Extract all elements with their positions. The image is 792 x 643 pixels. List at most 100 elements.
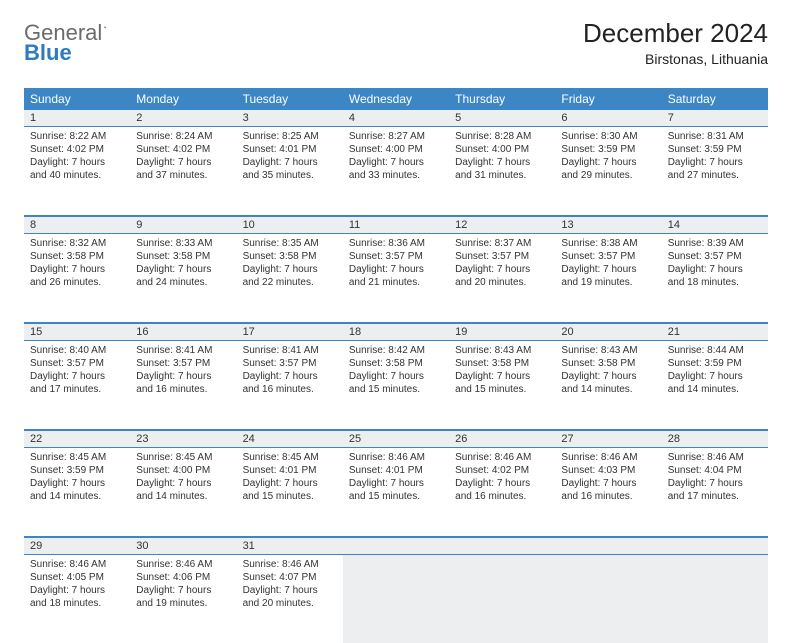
week-row: Sunrise: 8:46 AMSunset: 4:05 PMDaylight:… — [24, 555, 768, 643]
daylight-text-2: and 16 minutes. — [455, 490, 549, 503]
daylight-text-2: and 15 minutes. — [243, 490, 337, 503]
sunrise-text: Sunrise: 8:36 AM — [349, 237, 443, 250]
daylight-text-2: and 35 minutes. — [243, 169, 337, 182]
day-cell-empty — [662, 555, 768, 643]
dow-wednesday: Wednesday — [343, 88, 449, 110]
sunrise-text: Sunrise: 8:46 AM — [243, 558, 337, 571]
day-cell: Sunrise: 8:42 AMSunset: 3:58 PMDaylight:… — [343, 341, 449, 429]
sunrise-text: Sunrise: 8:43 AM — [455, 344, 549, 357]
sail-icon — [104, 18, 107, 36]
daylight-text-2: and 20 minutes. — [455, 276, 549, 289]
day-cell: Sunrise: 8:46 AMSunset: 4:02 PMDaylight:… — [449, 448, 555, 536]
day-number: 3 — [237, 110, 343, 126]
sunrise-text: Sunrise: 8:40 AM — [30, 344, 124, 357]
location-subtitle: Birstonas, Lithuania — [583, 51, 768, 67]
day-of-week-header: Sunday Monday Tuesday Wednesday Thursday… — [24, 88, 768, 110]
day-cell: Sunrise: 8:43 AMSunset: 3:58 PMDaylight:… — [449, 341, 555, 429]
daylight-text-2: and 14 minutes. — [561, 383, 655, 396]
sunset-text: Sunset: 3:57 PM — [30, 357, 124, 370]
sunrise-text: Sunrise: 8:35 AM — [243, 237, 337, 250]
sunset-text: Sunset: 4:01 PM — [243, 143, 337, 156]
daylight-text-1: Daylight: 7 hours — [30, 584, 124, 597]
daylight-text-2: and 27 minutes. — [668, 169, 762, 182]
sunrise-text: Sunrise: 8:28 AM — [455, 130, 549, 143]
day-number: 21 — [662, 324, 768, 340]
calendar-page: General December 2024 Birstonas, Lithuan… — [0, 0, 792, 612]
day-cell-empty — [555, 555, 661, 643]
daylight-text-2: and 16 minutes. — [243, 383, 337, 396]
sunrise-text: Sunrise: 8:37 AM — [455, 237, 549, 250]
day-number: 25 — [343, 431, 449, 447]
daylight-text-2: and 22 minutes. — [243, 276, 337, 289]
day-cell: Sunrise: 8:35 AMSunset: 3:58 PMDaylight:… — [237, 234, 343, 322]
daylight-text-2: and 19 minutes. — [136, 597, 230, 610]
day-number: 28 — [662, 431, 768, 447]
day-cell: Sunrise: 8:36 AMSunset: 3:57 PMDaylight:… — [343, 234, 449, 322]
sunset-text: Sunset: 4:07 PM — [243, 571, 337, 584]
daylight-text-1: Daylight: 7 hours — [243, 263, 337, 276]
sunrise-text: Sunrise: 8:44 AM — [668, 344, 762, 357]
day-number: 7 — [662, 110, 768, 126]
sunset-text: Sunset: 4:05 PM — [30, 571, 124, 584]
sunrise-text: Sunrise: 8:33 AM — [136, 237, 230, 250]
daylight-text-1: Daylight: 7 hours — [455, 477, 549, 490]
day-number — [343, 538, 449, 554]
day-cell: Sunrise: 8:28 AMSunset: 4:00 PMDaylight:… — [449, 127, 555, 215]
sunrise-text: Sunrise: 8:45 AM — [136, 451, 230, 464]
sunrise-text: Sunrise: 8:25 AM — [243, 130, 337, 143]
sunset-text: Sunset: 4:06 PM — [136, 571, 230, 584]
week-row: Sunrise: 8:40 AMSunset: 3:57 PMDaylight:… — [24, 341, 768, 431]
day-cell: Sunrise: 8:22 AMSunset: 4:02 PMDaylight:… — [24, 127, 130, 215]
day-number: 19 — [449, 324, 555, 340]
day-cell: Sunrise: 8:41 AMSunset: 3:57 PMDaylight:… — [237, 341, 343, 429]
day-cell: Sunrise: 8:46 AMSunset: 4:05 PMDaylight:… — [24, 555, 130, 643]
week-number-row: 22232425262728 — [24, 431, 768, 448]
week-number-row: 293031 — [24, 538, 768, 555]
daylight-text-1: Daylight: 7 hours — [136, 156, 230, 169]
day-cell: Sunrise: 8:38 AMSunset: 3:57 PMDaylight:… — [555, 234, 661, 322]
day-number — [449, 538, 555, 554]
daylight-text-2: and 14 minutes. — [668, 383, 762, 396]
sunset-text: Sunset: 3:57 PM — [136, 357, 230, 370]
sunset-text: Sunset: 4:04 PM — [668, 464, 762, 477]
daylight-text-1: Daylight: 7 hours — [243, 584, 337, 597]
daylight-text-1: Daylight: 7 hours — [668, 370, 762, 383]
week-number-row: 891011121314 — [24, 217, 768, 234]
daylight-text-1: Daylight: 7 hours — [561, 370, 655, 383]
header: General December 2024 Birstonas, Lithuan… — [24, 18, 768, 78]
sunrise-text: Sunrise: 8:43 AM — [561, 344, 655, 357]
day-number: 2 — [130, 110, 236, 126]
sunrise-text: Sunrise: 8:46 AM — [668, 451, 762, 464]
daylight-text-2: and 29 minutes. — [561, 169, 655, 182]
daylight-text-2: and 40 minutes. — [30, 169, 124, 182]
sunset-text: Sunset: 4:02 PM — [455, 464, 549, 477]
day-cell: Sunrise: 8:39 AMSunset: 3:57 PMDaylight:… — [662, 234, 768, 322]
day-cell: Sunrise: 8:44 AMSunset: 3:59 PMDaylight:… — [662, 341, 768, 429]
daylight-text-2: and 24 minutes. — [136, 276, 230, 289]
day-number: 12 — [449, 217, 555, 233]
daylight-text-1: Daylight: 7 hours — [561, 156, 655, 169]
sunset-text: Sunset: 3:58 PM — [349, 357, 443, 370]
day-number: 18 — [343, 324, 449, 340]
sunset-text: Sunset: 4:00 PM — [136, 464, 230, 477]
sunset-text: Sunset: 3:58 PM — [243, 250, 337, 263]
week-row: Sunrise: 8:22 AMSunset: 4:02 PMDaylight:… — [24, 127, 768, 217]
sunrise-text: Sunrise: 8:39 AM — [668, 237, 762, 250]
brand-word2: Blue — [24, 40, 72, 65]
sunset-text: Sunset: 3:58 PM — [561, 357, 655, 370]
dow-sunday: Sunday — [24, 88, 130, 110]
week-row: Sunrise: 8:45 AMSunset: 3:59 PMDaylight:… — [24, 448, 768, 538]
sunset-text: Sunset: 3:59 PM — [668, 357, 762, 370]
day-number: 5 — [449, 110, 555, 126]
sunrise-text: Sunrise: 8:46 AM — [30, 558, 124, 571]
day-cell: Sunrise: 8:32 AMSunset: 3:58 PMDaylight:… — [24, 234, 130, 322]
day-cell: Sunrise: 8:46 AMSunset: 4:01 PMDaylight:… — [343, 448, 449, 536]
daylight-text-1: Daylight: 7 hours — [136, 584, 230, 597]
day-number: 1 — [24, 110, 130, 126]
daylight-text-2: and 21 minutes. — [349, 276, 443, 289]
sunrise-text: Sunrise: 8:22 AM — [30, 130, 124, 143]
sunrise-text: Sunrise: 8:46 AM — [136, 558, 230, 571]
dow-monday: Monday — [130, 88, 236, 110]
dow-saturday: Saturday — [662, 88, 768, 110]
day-cell: Sunrise: 8:46 AMSunset: 4:04 PMDaylight:… — [662, 448, 768, 536]
